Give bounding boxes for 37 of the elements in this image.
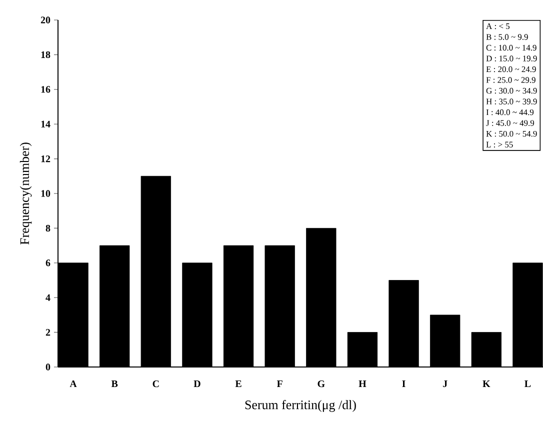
x-tick-label: F [276, 380, 282, 388]
annotation: B : 5.0 ~ 9.9 [486, 34, 528, 40]
annotation: K : 50.0 ~ 54.9 [486, 130, 537, 137]
y-tick-label: 12 [41, 156, 50, 162]
x-tick-label: B [111, 380, 118, 388]
x-tick-label: G [318, 380, 325, 388]
y-tick-label: 10 [41, 190, 50, 197]
annotation: C : 10.0 ~ 14.9 [486, 44, 536, 51]
annotation: G : 30.0 ~ 34.9 [486, 88, 537, 94]
annotation: E : 20.0 ~ 24.9 [486, 66, 536, 72]
y-tick-label: 16 [41, 86, 50, 93]
x-tick-label: L [524, 380, 531, 388]
y-tick-label: 14 [41, 120, 50, 128]
y-tick-label: 18 [41, 51, 50, 58]
y-tick-label: 4 [46, 294, 50, 301]
annotation: L : > 55 [486, 142, 513, 148]
annotation: A : < 5 [486, 23, 510, 30]
x-tick-label: D [194, 380, 200, 388]
x-axis-title: Serum ferritin(μg /dl) [245, 400, 356, 412]
annotation: D : 15.0 ~ 19.9 [486, 56, 537, 62]
y-tick-label: 8 [46, 224, 50, 232]
x-tick-label: A [70, 380, 77, 388]
annotation: F : 25.0 ~ 29.9 [486, 77, 536, 83]
x-tick-label: J [443, 380, 448, 388]
x-tick-label: K [482, 380, 490, 388]
y-tick-label: 0 [46, 364, 50, 370]
y-axis-title: Frequency(number) [20, 142, 32, 245]
x-tick-label: H [358, 380, 366, 388]
y-tick-label: 2 [46, 329, 50, 336]
y-tick-label: 6 [46, 260, 50, 266]
x-tick-label: E [235, 380, 242, 388]
annotation: H : 35.0 ~ 39.9 [486, 98, 537, 104]
x-tick-label: I [402, 380, 406, 388]
x-tick-label: C [152, 380, 159, 388]
annotation: J : 45.0 ~ 49.9 [486, 120, 534, 126]
y-tick-label: 20 [40, 16, 50, 24]
annotation: I : 40.0 ~ 44.9 [486, 109, 534, 116]
